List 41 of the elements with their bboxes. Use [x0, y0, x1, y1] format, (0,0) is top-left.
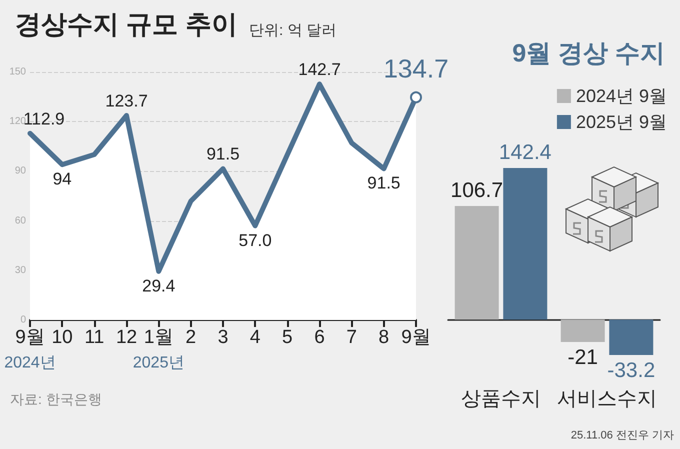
y-tick-label: 150	[9, 66, 26, 78]
text: 자료: 한국은행	[10, 391, 102, 407]
data-label: 142.7	[298, 60, 341, 80]
chart-title: 9월 경상 수지	[512, 40, 665, 68]
data-label: 142.4	[498, 141, 552, 164]
x-tick-label: 9월	[401, 327, 431, 348]
data-label: 91.5	[367, 174, 400, 193]
x-tick-label: 12	[116, 327, 138, 348]
data-label: 123.7	[105, 91, 148, 110]
x-tick-label: 서비스수지	[557, 388, 657, 410]
data-label: 94	[52, 170, 72, 189]
legend-label: 2025년 9월	[576, 112, 668, 132]
chart-subtitle: 단위: 억 달러	[249, 22, 337, 39]
chart-title: 경상수지 규모 추이	[15, 9, 238, 39]
y-tick-label: 30	[14, 264, 26, 276]
x-tick-label: 5	[282, 327, 293, 348]
data-label: 29.4	[142, 276, 176, 296]
data-label: 91.5	[206, 144, 240, 164]
data-label: -33.2	[607, 359, 656, 382]
x-tick-label: 10	[52, 327, 73, 348]
y-tick-label: 0	[20, 314, 26, 326]
x-tick-label: 상품수지	[461, 388, 541, 410]
x-tick-label: 9월	[15, 327, 45, 348]
text: 25.11.06 전진우 기자	[570, 430, 674, 442]
x-tick-label: 4	[250, 327, 261, 348]
data-label: 134.7	[383, 53, 449, 84]
x-tick-label: 6	[314, 327, 325, 348]
x-tick-label: 11	[84, 327, 104, 348]
x-tick-label: 3	[218, 327, 228, 348]
data-label: 57.0	[238, 230, 272, 250]
x-tick-label: 8	[378, 327, 390, 348]
text: 2025년	[132, 354, 184, 372]
x-tick-label: 1월	[144, 327, 174, 348]
data-label: -21	[568, 346, 598, 370]
legend-label: 2024년 9월	[576, 86, 668, 106]
data-label: 106.7	[450, 179, 504, 202]
y-tick-label: 60	[14, 215, 26, 226]
text: 2024년	[4, 354, 56, 372]
x-tick-label: 2	[186, 327, 196, 348]
x-tick-label: 7	[346, 327, 357, 348]
y-tick-label: 90	[14, 166, 26, 177]
